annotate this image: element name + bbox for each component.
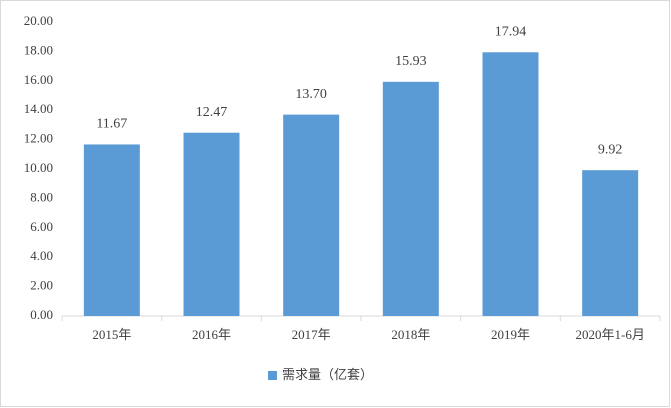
data-label: 11.67 [96, 117, 127, 132]
x-tick-label: 2016年 [192, 327, 231, 342]
x-tick-label: 2019年 [491, 327, 530, 342]
y-tick-label: 18.00 [24, 42, 53, 57]
y-tick-label: 12.00 [24, 131, 53, 146]
x-tick-label: 2020年1-6月 [575, 327, 644, 342]
bar [183, 132, 240, 316]
data-label: 13.70 [295, 87, 327, 102]
bar [482, 52, 539, 316]
legend-label: 需求量（亿套） [282, 367, 373, 382]
legend-swatch [268, 371, 277, 380]
data-label: 12.47 [196, 105, 228, 120]
y-tick-label: 2.00 [30, 278, 53, 293]
y-tick-label: 0.00 [30, 307, 53, 322]
data-label: 15.93 [395, 54, 427, 69]
x-tick-label: 2017年 [292, 327, 331, 342]
y-tick-label: 10.00 [24, 160, 53, 175]
x-tick-label: 2018年 [391, 327, 430, 342]
y-tick-label: 16.00 [24, 72, 53, 87]
y-tick-label: 8.00 [30, 189, 53, 204]
bar [582, 170, 639, 316]
y-tick-label: 6.00 [30, 219, 53, 234]
bar [382, 81, 439, 316]
data-label: 17.94 [495, 25, 527, 40]
y-tick-label: 20.00 [24, 13, 53, 28]
bar [283, 114, 340, 316]
x-tick-label: 2015年 [92, 327, 131, 342]
y-tick-label: 14.00 [24, 101, 53, 116]
data-label: 9.92 [598, 142, 623, 157]
y-tick-label: 4.00 [30, 248, 53, 263]
bar [83, 144, 140, 316]
